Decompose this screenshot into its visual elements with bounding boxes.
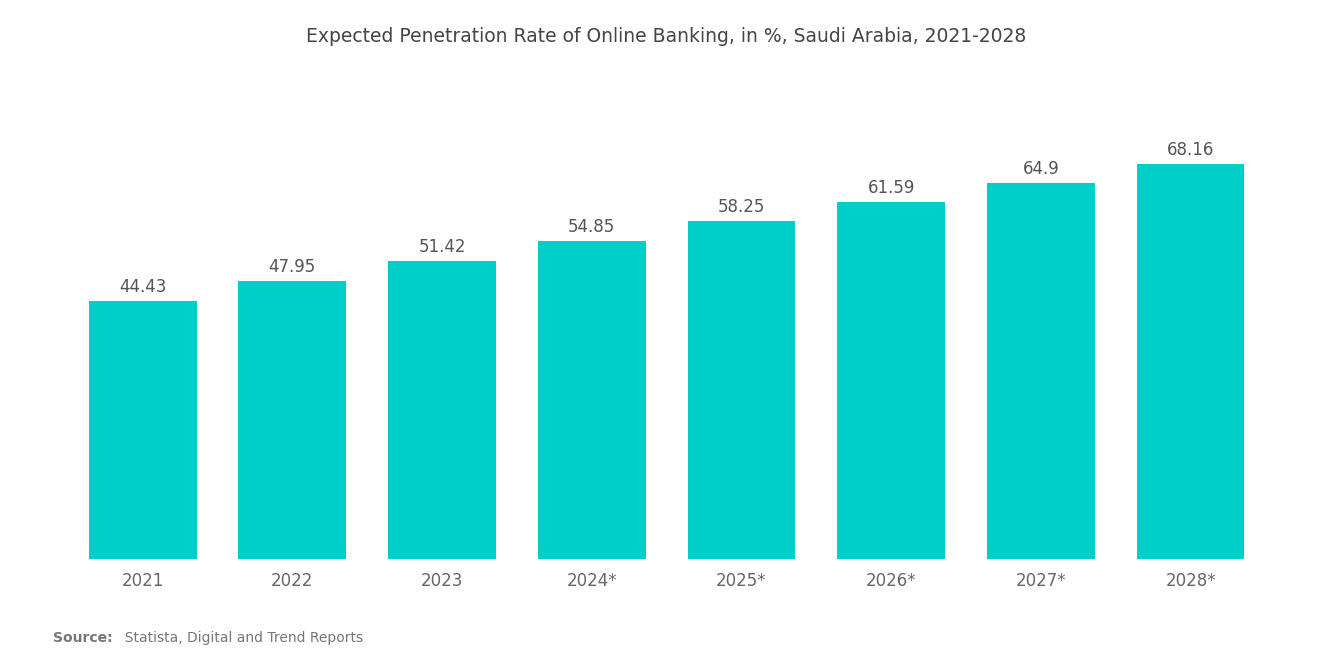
Text: 61.59: 61.59 [867,179,915,197]
Bar [88,301,197,559]
Title: Expected Penetration Rate of Online Banking, in %, Saudi Arabia, 2021-2028: Expected Penetration Rate of Online Bank… [306,27,1027,45]
Bar [388,261,496,559]
Bar [1137,164,1245,559]
Bar [537,241,645,559]
Text: 64.9: 64.9 [1023,160,1059,178]
Text: Statista, Digital and Trend Reports: Statista, Digital and Trend Reports [116,631,363,645]
Bar [987,183,1094,559]
Bar [688,221,796,559]
Text: 51.42: 51.42 [418,237,466,256]
Text: 54.85: 54.85 [568,218,615,236]
Text: 68.16: 68.16 [1167,141,1214,159]
Bar [837,202,945,559]
Text: 58.25: 58.25 [718,198,766,216]
Text: 44.43: 44.43 [119,278,166,296]
Text: Source:: Source: [53,631,112,645]
Text: 47.95: 47.95 [269,258,315,276]
Bar [239,281,346,559]
